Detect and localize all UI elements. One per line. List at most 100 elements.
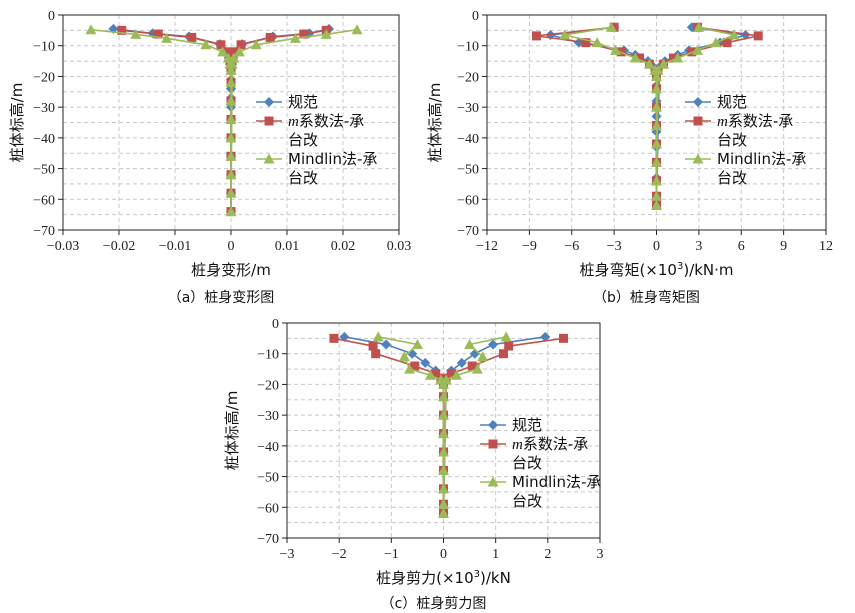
data-point bbox=[420, 357, 431, 368]
x-tick-label: 0.03 bbox=[387, 239, 412, 254]
data-point bbox=[438, 446, 449, 457]
data-point bbox=[187, 32, 197, 42]
chart-0: 0 −10 −20 −30 −40 −50 −60 −70−0.03 −0.02 −0.01 0 0.… bbox=[8, 9, 411, 306]
data-point bbox=[161, 32, 173, 43]
data-point bbox=[651, 175, 662, 186]
data-point bbox=[250, 39, 262, 50]
x-tick-label: 0 bbox=[653, 239, 660, 254]
y-tick-label: −10 bbox=[33, 40, 55, 55]
x-tick-label: −12 bbox=[476, 239, 498, 254]
data-point bbox=[651, 101, 662, 112]
data-point bbox=[753, 31, 763, 41]
x-tick-label: 0 bbox=[440, 547, 447, 562]
data-point bbox=[230, 47, 240, 57]
data-point bbox=[728, 29, 740, 40]
data-point bbox=[289, 32, 301, 43]
data-point bbox=[629, 52, 641, 63]
data-point bbox=[440, 374, 452, 385]
data-point bbox=[265, 32, 275, 42]
data-point bbox=[456, 357, 467, 368]
data-point bbox=[108, 23, 119, 34]
x-tick-label: −1 bbox=[384, 547, 399, 562]
data-point bbox=[651, 156, 662, 167]
y-axis-label: 桩体标高/m bbox=[223, 391, 241, 471]
x-tick-label: −3 bbox=[280, 547, 295, 562]
x-tick-label: 9 bbox=[780, 239, 787, 254]
data-point bbox=[329, 333, 339, 343]
data-point bbox=[411, 339, 423, 349]
y-tick-label: −60 bbox=[33, 193, 55, 208]
y-tick-label: −60 bbox=[457, 193, 479, 208]
data-point bbox=[451, 369, 463, 380]
y-tick-label: −40 bbox=[457, 132, 479, 147]
data-point bbox=[691, 44, 703, 55]
data-point bbox=[200, 39, 212, 50]
data-point bbox=[368, 341, 378, 351]
data-point bbox=[85, 24, 97, 35]
data-point bbox=[225, 150, 237, 161]
y-tick-label: −30 bbox=[457, 101, 479, 116]
x-tick-label: −3 bbox=[607, 239, 622, 254]
data-point bbox=[225, 95, 237, 106]
data-point bbox=[431, 369, 441, 379]
x-tick-label: 0 bbox=[228, 239, 235, 254]
data-point bbox=[668, 53, 678, 63]
data-point bbox=[581, 38, 591, 48]
data-point bbox=[651, 138, 662, 149]
x-tick-label: 3 bbox=[597, 547, 604, 562]
series-2 bbox=[559, 21, 740, 210]
data-point bbox=[651, 70, 662, 81]
x-tick-label: 3 bbox=[695, 239, 702, 254]
y-tick-label: −30 bbox=[33, 101, 55, 116]
series-2 bbox=[85, 24, 363, 217]
data-point bbox=[477, 351, 489, 362]
data-point bbox=[672, 52, 684, 63]
legend-marker bbox=[488, 420, 498, 430]
x-tick-label: −6 bbox=[564, 239, 579, 254]
data-point bbox=[225, 169, 237, 180]
data-point bbox=[320, 28, 332, 39]
data-point bbox=[531, 31, 541, 41]
y-tick-label: −20 bbox=[457, 70, 479, 85]
data-point bbox=[381, 339, 392, 350]
series-2 bbox=[372, 331, 512, 518]
data-point bbox=[410, 361, 420, 371]
data-point bbox=[471, 363, 483, 374]
x-tick-label: 2 bbox=[544, 547, 551, 562]
data-point bbox=[225, 64, 237, 75]
x-axis-label: 桩身剪力(×103)/kN bbox=[376, 569, 511, 587]
data-point bbox=[225, 206, 237, 217]
data-point bbox=[658, 58, 670, 69]
data-point bbox=[217, 46, 229, 57]
data-point bbox=[438, 391, 449, 402]
legend-label: 规范 bbox=[512, 416, 542, 434]
data-point bbox=[372, 331, 384, 342]
legend-label: Mindlin法-承台改 bbox=[512, 473, 601, 510]
data-point bbox=[222, 47, 232, 57]
y-axis-label: 桩体标高/m bbox=[8, 83, 26, 163]
legend-marker bbox=[693, 97, 703, 107]
chart-1: 0−10−20−30−40−50−60−70−12 −9 −6 −3 0 3 6 9 12桩身弯… bbox=[426, 9, 833, 306]
legend-label: 规范 bbox=[717, 93, 747, 111]
x-tick-label: 0.02 bbox=[331, 239, 356, 254]
data-point bbox=[498, 349, 508, 359]
legend-label: m系数法-承台改 bbox=[512, 435, 588, 472]
data-point bbox=[467, 361, 477, 371]
x-tick-label: 0.01 bbox=[275, 239, 300, 254]
data-point bbox=[635, 53, 645, 63]
figure-caption: （c）桩身剪力图 bbox=[381, 595, 487, 612]
data-point bbox=[216, 40, 226, 50]
data-point bbox=[651, 199, 662, 210]
data-point bbox=[225, 77, 237, 88]
data-point bbox=[236, 40, 246, 50]
data-point bbox=[228, 52, 240, 63]
series-line bbox=[563, 26, 735, 207]
data-point bbox=[153, 29, 163, 39]
data-point bbox=[438, 428, 449, 439]
y-tick-label: −50 bbox=[33, 163, 55, 178]
x-tick-label: 6 bbox=[738, 239, 745, 254]
data-point bbox=[446, 369, 456, 379]
legend-label: 规范 bbox=[288, 93, 318, 111]
